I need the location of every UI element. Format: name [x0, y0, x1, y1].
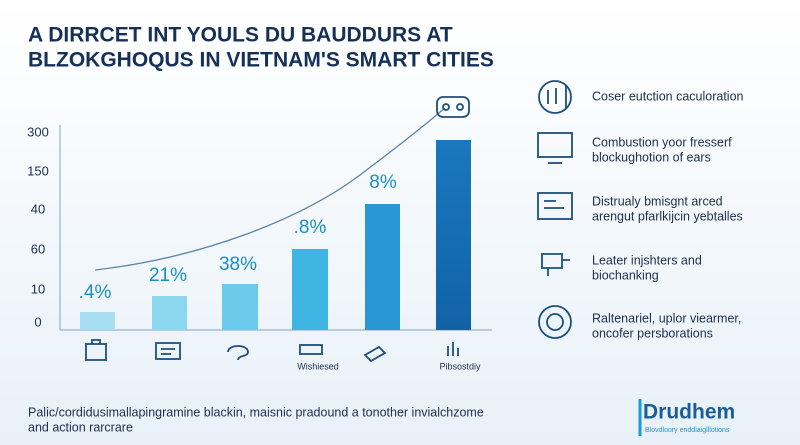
footer-text: Palic/cordidusimallapingramine blackin, … — [28, 405, 484, 419]
logo: Drudhem — [643, 401, 735, 424]
title-line: BLZOKGHOQUS IN VIETNAM'S SMART CITIES — [28, 49, 494, 72]
list-item: arengut pfarlkijcin yebtalles — [592, 209, 743, 223]
list-item: Coser eutction caculoration — [592, 89, 744, 103]
y-axis — [59, 125, 492, 331]
list-item: Raltenariel, uplor viearmer, — [592, 311, 741, 325]
footer-text: and action rarcrare — [28, 420, 133, 434]
logo-sub: Blovdloory enddiaiglllotions — [645, 427, 730, 434]
bar-label: .4% — [79, 282, 112, 303]
bar — [292, 249, 328, 330]
list-item: biochanking — [592, 268, 659, 282]
list-item: blockughotion of ears — [592, 150, 711, 164]
icon-caption: Wishiesed — [297, 361, 339, 371]
list-icons — [537, 80, 573, 339]
bottom-icons — [85, 339, 459, 363]
axis-label: 40 — [31, 201, 45, 216]
bar-label: 38% — [219, 254, 257, 275]
axis-label: 150 — [27, 163, 49, 178]
list-item: Distrualy bmisgnt arced — [592, 194, 723, 208]
bar — [365, 204, 400, 330]
list-item: Combustion yoor fresserf — [592, 135, 732, 149]
bar — [222, 284, 258, 330]
bar-label: .8% — [294, 217, 327, 238]
axis-label: 60 — [31, 241, 45, 256]
axis-label: 0 — [34, 314, 41, 329]
icon-caption: Pibsostdiy — [439, 361, 481, 371]
list-item: Leater injshters and — [592, 253, 702, 267]
axis-label: 10 — [31, 281, 45, 296]
list-item: oncofer persborations — [592, 326, 713, 340]
bar — [80, 312, 115, 330]
bar — [436, 140, 471, 330]
axis-label: 300 — [27, 124, 49, 139]
bar-label: 8% — [369, 172, 397, 193]
bar-label: 21% — [149, 265, 187, 286]
bar — [152, 296, 187, 330]
trend-curve — [94, 107, 446, 271]
top-icon — [436, 96, 470, 118]
title-line: A DIRRCET INT YOULS DU BAUDDURS AT — [28, 24, 453, 47]
bars — [80, 140, 471, 330]
